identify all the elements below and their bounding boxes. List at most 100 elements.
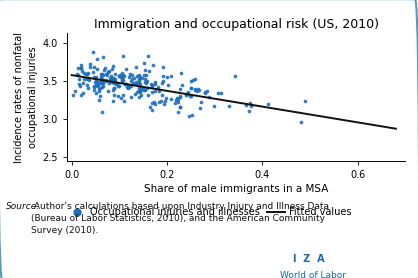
Point [97, 86, 103, 91]
Point [176, 105, 183, 109]
Point [111, 81, 117, 85]
Point [120, 54, 126, 58]
Point [70, 92, 76, 97]
Point [125, 86, 131, 91]
Point [226, 104, 232, 108]
Point [134, 74, 140, 78]
Point [159, 93, 166, 98]
Point [75, 82, 82, 86]
Point [160, 79, 166, 83]
Point [143, 73, 150, 77]
Point [104, 70, 111, 75]
Point [133, 90, 140, 95]
Point [100, 84, 107, 88]
Point [95, 81, 102, 86]
Point [94, 83, 101, 88]
Point [242, 102, 249, 107]
Point [232, 74, 238, 78]
Point [136, 76, 143, 81]
Point [178, 83, 185, 87]
Point [80, 90, 87, 95]
Point [120, 99, 127, 103]
Point [85, 78, 92, 82]
Point [121, 82, 128, 86]
Point [138, 93, 144, 97]
Point [111, 76, 118, 81]
Point [96, 89, 102, 93]
Point [188, 94, 195, 98]
Point [75, 73, 82, 78]
Point [149, 90, 156, 94]
Point [154, 85, 161, 89]
Point [78, 63, 84, 68]
Point [188, 86, 194, 90]
Point [138, 76, 145, 80]
Point [187, 79, 194, 84]
Point [174, 97, 181, 101]
Point [214, 91, 221, 96]
Point [176, 87, 183, 91]
Y-axis label: Incidence rates of nonfatal
occupational injuries: Incidence rates of nonfatal occupational… [14, 32, 38, 163]
Point [135, 85, 142, 90]
Point [113, 82, 120, 86]
Point [161, 101, 168, 106]
Point [99, 110, 105, 114]
Point [111, 92, 118, 97]
Point [119, 78, 125, 83]
Point [84, 86, 91, 91]
Point [148, 108, 155, 112]
Point [150, 63, 156, 67]
Point [110, 80, 116, 84]
Point [110, 99, 116, 103]
Point [186, 94, 193, 99]
Point [148, 84, 155, 88]
Point [151, 89, 158, 93]
Point [195, 87, 201, 92]
Point [162, 99, 168, 104]
Point [91, 64, 97, 69]
Point [135, 95, 142, 100]
Point [137, 81, 144, 86]
Point [196, 105, 203, 110]
Point [93, 75, 99, 80]
Point [192, 88, 199, 92]
Point [117, 96, 124, 100]
Point [98, 72, 104, 76]
Text: I  Z  A: I Z A [293, 254, 324, 264]
Point [86, 65, 93, 69]
Point [158, 99, 165, 103]
Point [99, 78, 106, 83]
Point [117, 73, 123, 78]
Point [149, 83, 156, 87]
Point [115, 73, 122, 78]
Point [95, 98, 102, 102]
Point [118, 75, 125, 80]
Point [135, 89, 142, 94]
Point [145, 54, 152, 59]
Point [125, 85, 132, 89]
Point [163, 96, 169, 100]
Point [92, 91, 99, 96]
Point [111, 85, 117, 90]
Point [168, 73, 175, 78]
Point [129, 73, 136, 78]
Point [159, 81, 166, 86]
Point [97, 94, 103, 99]
Point [218, 91, 224, 95]
Point [101, 66, 108, 71]
Point [84, 71, 91, 75]
Point [122, 66, 129, 71]
Point [135, 88, 142, 93]
Point [168, 97, 174, 101]
Point [104, 73, 110, 78]
Point [174, 97, 181, 101]
Text: Source:: Source: [6, 202, 41, 210]
Point [76, 84, 83, 88]
Point [183, 93, 189, 97]
X-axis label: Share of male immigrants in a MSA: Share of male immigrants in a MSA [144, 184, 329, 194]
Point [142, 68, 148, 73]
Point [149, 101, 155, 105]
Point [104, 70, 111, 74]
Point [148, 82, 155, 86]
Point [99, 78, 106, 82]
